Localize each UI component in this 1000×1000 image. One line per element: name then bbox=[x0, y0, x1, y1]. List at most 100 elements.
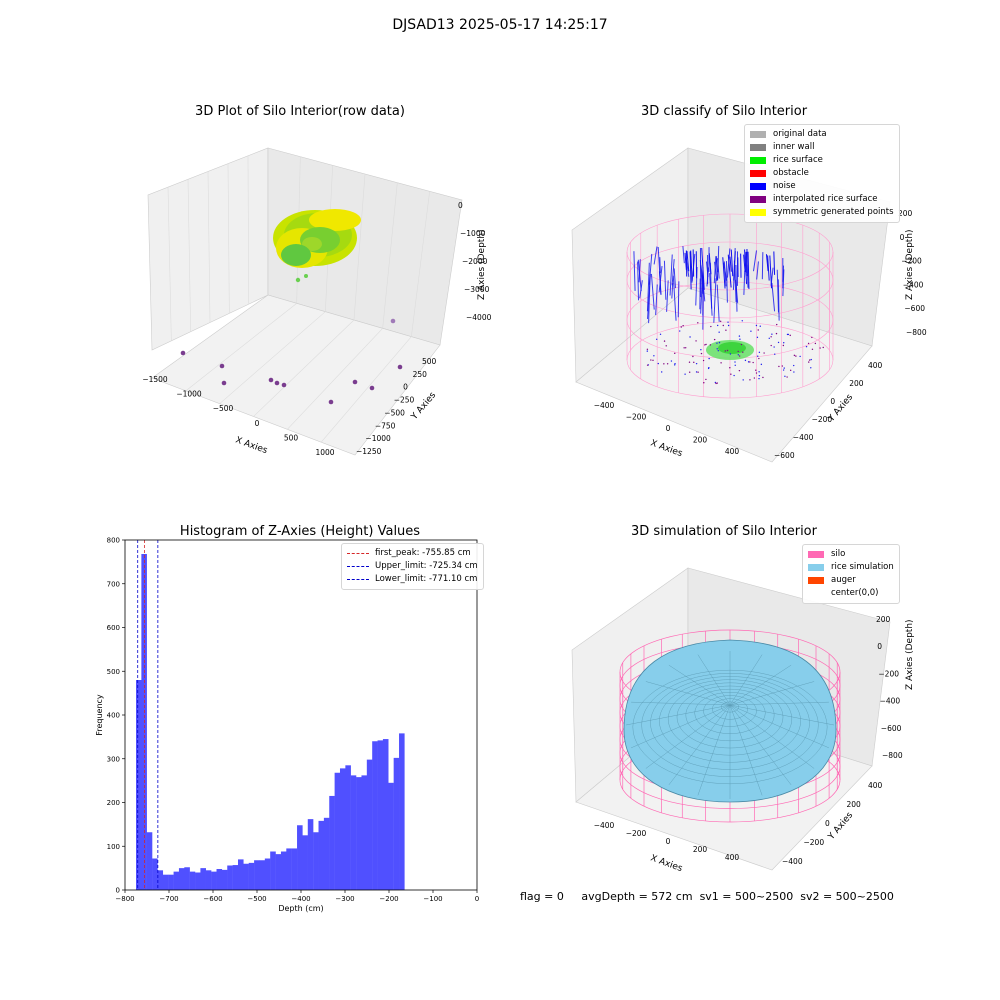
histogram-bar bbox=[356, 777, 362, 890]
line-swatch-upper-limit bbox=[347, 566, 369, 567]
line-swatch-lower-limit bbox=[347, 579, 369, 580]
swatch-noise bbox=[750, 183, 766, 190]
axis-tick-label: −1500 bbox=[142, 375, 168, 384]
histogram-bar bbox=[216, 869, 223, 890]
histogram-bar bbox=[146, 832, 153, 890]
axis-tick-label: −600 bbox=[881, 724, 902, 733]
axis-tick-label: −4000 bbox=[466, 313, 492, 322]
axis-tick-label: 200 bbox=[847, 800, 862, 809]
legend-item-silo: silo bbox=[808, 548, 894, 561]
axis-tick-label: 200 bbox=[693, 845, 708, 854]
histogram-bars bbox=[136, 554, 405, 890]
legend-item-auger: auger bbox=[808, 574, 894, 587]
axis-tick-label: −200 bbox=[878, 669, 899, 678]
legend-upper-limit: Upper_limit: -725.34 cm bbox=[347, 560, 478, 573]
histogram-bar bbox=[189, 871, 196, 890]
panel4-xlabel: X Axies bbox=[649, 853, 684, 874]
axis-tick-label: 1000 bbox=[315, 448, 334, 457]
y-tick-label: 300 bbox=[107, 755, 120, 763]
swatch-interpolated bbox=[750, 196, 766, 203]
x-tick-label: −800 bbox=[115, 895, 134, 903]
swatch-obstacle bbox=[750, 170, 766, 177]
axis-tick-label: −2000 bbox=[462, 257, 488, 266]
axis-tick-label: −800 bbox=[906, 328, 927, 337]
histogram-bar bbox=[205, 870, 212, 890]
axis-tick-label: −600 bbox=[904, 304, 925, 313]
panel2-title: 3D classify of Silo Interior bbox=[640, 104, 808, 119]
raw-outliers bbox=[180, 318, 403, 405]
histogram-bar bbox=[297, 825, 303, 890]
histogram-xlabel: Depth (cm) bbox=[278, 904, 323, 913]
histogram-bar bbox=[377, 740, 384, 890]
histogram-bar bbox=[168, 874, 174, 890]
histogram-bar bbox=[264, 858, 271, 890]
axis-tick-label: −500 bbox=[213, 404, 234, 413]
axis-tick-label: 200 bbox=[849, 379, 864, 388]
panel1-3d-plot: −1500 −1000 −500 0 500 1000 500 250 0 −250 −500 −75… bbox=[142, 147, 492, 457]
panel4-zlabel: Z Axies (Depth) bbox=[905, 619, 915, 690]
swatch-center bbox=[808, 590, 824, 597]
panel1-xlabel: X Axies bbox=[234, 435, 269, 456]
legend-item-symmetric-generated-points: symmetric generated points bbox=[750, 206, 894, 219]
histogram-bar bbox=[237, 859, 244, 890]
figure-title: DJSAD13 2025-05-17 14:25:17 bbox=[392, 17, 608, 33]
histogram-bar bbox=[152, 858, 158, 890]
rice-surface-points bbox=[706, 340, 754, 360]
axis-tick-label: 0 bbox=[830, 397, 835, 406]
axis-tick-label: 0 bbox=[403, 383, 408, 392]
noise-points bbox=[633, 245, 785, 330]
axis-tick-label: 0 bbox=[458, 201, 463, 210]
histogram-bar bbox=[318, 820, 325, 890]
histogram-bar bbox=[313, 832, 319, 890]
swatch-rice-surface bbox=[750, 157, 766, 164]
histogram-bar bbox=[173, 871, 180, 890]
x-tick-label: 0 bbox=[475, 895, 479, 903]
y-tick-label: 0 bbox=[116, 887, 120, 895]
x-tick-label: −500 bbox=[247, 895, 266, 903]
y-tick-label: 200 bbox=[107, 799, 120, 807]
axis-tick-label: −750 bbox=[375, 421, 396, 430]
axis-tick-label: 0 bbox=[877, 642, 882, 651]
histogram-bar bbox=[195, 872, 201, 890]
axis-tick-label: 0 bbox=[666, 837, 671, 846]
panel1-zlabel: Z Axies (Depth) bbox=[477, 229, 487, 300]
swatch-silo bbox=[808, 551, 824, 558]
axis-tick-label: −250 bbox=[394, 396, 415, 405]
histogram-bar bbox=[275, 854, 282, 890]
panel2-3d-plot: −400 −200 0 200 400 400 200 0 −200 −400 −600 200 0 −2… bbox=[571, 147, 927, 463]
histogram-bar bbox=[329, 795, 335, 890]
histogram-bar bbox=[136, 680, 142, 890]
rice-simulation-surface bbox=[623, 639, 837, 803]
histogram-bar bbox=[232, 865, 239, 890]
histogram-bar bbox=[366, 759, 373, 890]
axis-tick-label: −400 bbox=[782, 857, 803, 866]
axis-tick-label: −1000 bbox=[365, 434, 391, 443]
swatch-symmetric bbox=[750, 209, 766, 216]
axis-tick-label: −400 bbox=[880, 697, 901, 706]
axis-tick-label: −400 bbox=[594, 821, 615, 830]
axis-tick-label: −1000 bbox=[176, 390, 202, 399]
histogram-bar bbox=[382, 739, 389, 890]
axis-tick-label: 0 bbox=[825, 819, 830, 828]
histogram-bar bbox=[388, 782, 394, 890]
sv1-value: sv1 = 500~2500 bbox=[699, 890, 794, 903]
axis-tick-label: −200 bbox=[812, 415, 833, 424]
sv2-value: sv2 = 500~2500 bbox=[800, 890, 894, 903]
panel4-ylabel: Y Axies bbox=[826, 810, 855, 842]
y-tick-label: 500 bbox=[107, 668, 120, 676]
panel4-3d-plot: −400 −200 0 200 400 400 200 0 −200 −400 200 0 −200 −4… bbox=[571, 567, 915, 874]
axis-tick-label: −1000 bbox=[460, 229, 486, 238]
axis-tick-label: 250 bbox=[413, 370, 428, 379]
axis-tick-label: 0 bbox=[255, 419, 260, 428]
histogram-bar bbox=[270, 851, 276, 890]
panel2-zlabel: Z Axies (Depth) bbox=[905, 229, 915, 300]
legend-item-interpolated-rice-surface: interpolated rice surface bbox=[750, 193, 894, 206]
legend-first-peak: first_peak: -755.85 cm bbox=[347, 547, 478, 560]
legend-item-obstacle: obstacle bbox=[750, 167, 894, 180]
axis-tick-label: −400 bbox=[594, 401, 615, 410]
histogram-bar bbox=[227, 865, 233, 890]
histogram-bar bbox=[243, 863, 249, 890]
axis-tick-label: −200 bbox=[626, 413, 647, 422]
y-tick-label: 400 bbox=[107, 712, 120, 720]
histogram-ylabel: Frequency bbox=[95, 694, 104, 736]
